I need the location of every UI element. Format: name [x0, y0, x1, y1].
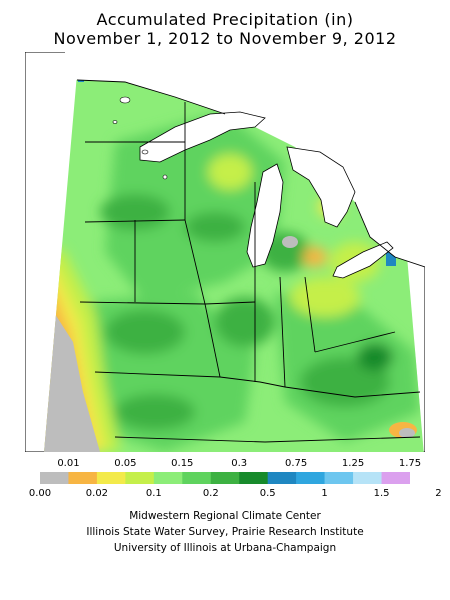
legend-swatch: [96, 472, 126, 484]
legend-bottom-label: 0.5: [259, 488, 276, 499]
great-lakes: [139, 111, 394, 279]
legend-bottom-label: 0.1: [145, 488, 162, 499]
legend-bottom-label: 2: [435, 488, 442, 499]
legend-top-label: 0.75: [285, 458, 308, 469]
small-lakes: [112, 96, 168, 180]
legend-bottom-label: 0.00: [28, 488, 52, 499]
legend-bottom-label: 1.5: [373, 488, 390, 499]
map-title: Accumulated Precipitation (in): [96, 10, 354, 29]
legend-top-label: 1.75: [398, 458, 422, 469]
legend-bottom-label: 0.02: [85, 488, 109, 499]
legend-bottom-label: 0.2: [202, 488, 219, 499]
canada-area: [65, 52, 425, 267]
legend-bottom-label: 1: [321, 488, 328, 499]
footer-line-1: Midwestern Regional Climate Center: [129, 510, 321, 522]
legend-top-label: 1.25: [341, 458, 365, 469]
legend-top-label: 0.01: [57, 458, 80, 469]
state-borders: [76, 79, 425, 443]
legend-swatch: [68, 472, 98, 484]
legend-swatch: [239, 472, 268, 484]
footer-line-2: Illinois State Water Survey, Prairie Res…: [86, 526, 364, 538]
precipitation-map: [25, 52, 425, 452]
legend-swatch: [296, 472, 325, 484]
legend-top-label: 0.3: [231, 458, 248, 469]
legend-swatch: [381, 472, 410, 484]
legend-swatch: [125, 472, 155, 484]
legend-swatch: [210, 472, 240, 484]
legend-color-bar: [40, 472, 410, 484]
legend-top-label: 0.05: [114, 458, 137, 469]
legend-swatch: [182, 472, 212, 484]
legend-swatch: [40, 472, 69, 484]
legend-swatch: [267, 472, 297, 484]
legend-swatch: [153, 472, 183, 484]
legend-swatch: [324, 472, 354, 484]
map-subtitle: November 1, 2012 to November 9, 2012: [53, 29, 397, 48]
footer-line-3: University of Illinois at Urbana-Champai…: [113, 542, 337, 554]
legend-swatch: [353, 472, 382, 484]
legend-top-label: 0.15: [171, 458, 194, 469]
